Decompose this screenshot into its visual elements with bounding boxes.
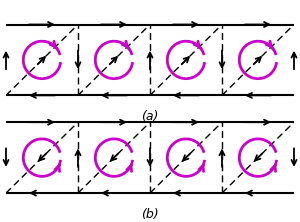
Text: (a): (a) <box>141 110 159 123</box>
Text: (b): (b) <box>141 208 159 221</box>
